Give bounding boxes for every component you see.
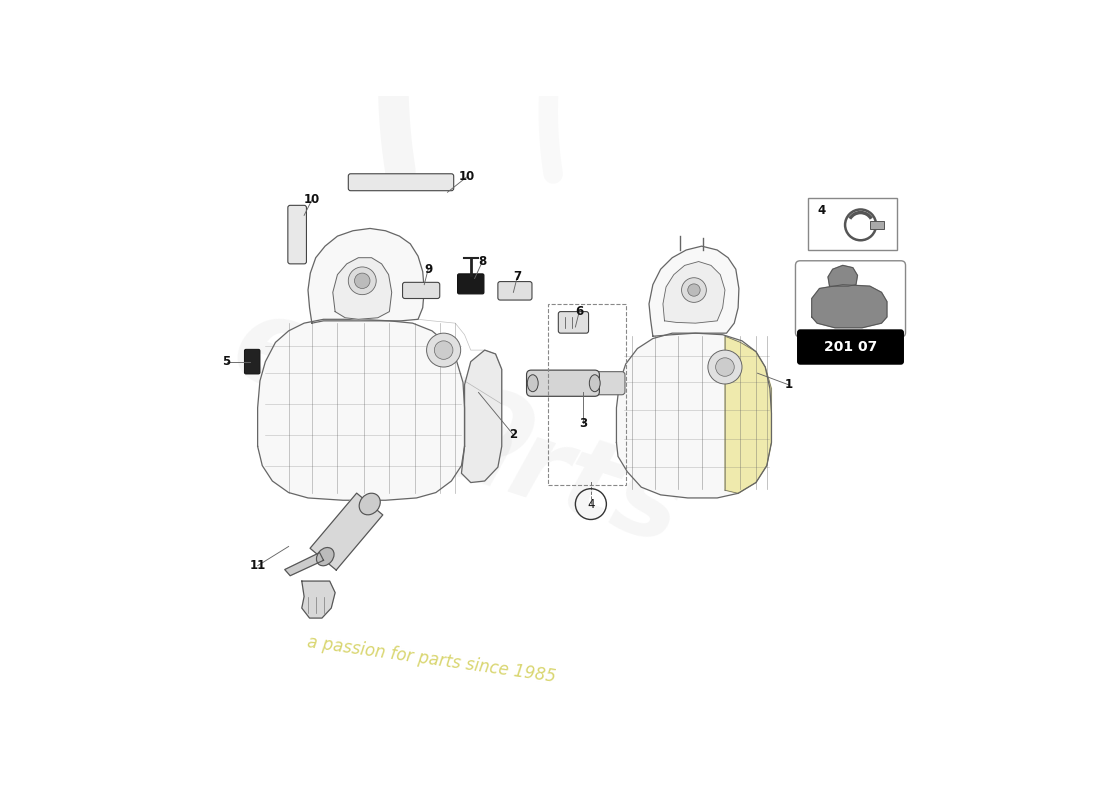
FancyBboxPatch shape	[244, 350, 260, 374]
Circle shape	[682, 278, 706, 302]
Text: 5: 5	[222, 355, 231, 368]
FancyBboxPatch shape	[559, 311, 588, 333]
Circle shape	[354, 273, 370, 289]
Polygon shape	[257, 319, 464, 500]
Circle shape	[349, 267, 376, 294]
Polygon shape	[462, 350, 502, 482]
Circle shape	[427, 333, 461, 367]
Text: 7: 7	[514, 270, 521, 283]
Bar	[807, 198, 896, 250]
Bar	[548, 304, 626, 485]
Ellipse shape	[590, 374, 601, 392]
Text: 4: 4	[817, 204, 825, 218]
Circle shape	[708, 350, 742, 384]
Polygon shape	[333, 258, 392, 319]
Polygon shape	[301, 581, 336, 618]
Text: 9: 9	[424, 262, 432, 276]
Polygon shape	[310, 493, 383, 570]
Text: 1: 1	[784, 378, 793, 391]
Ellipse shape	[527, 374, 538, 392]
Text: 11: 11	[250, 559, 266, 572]
FancyBboxPatch shape	[795, 261, 905, 337]
FancyBboxPatch shape	[403, 282, 440, 298]
Polygon shape	[828, 266, 858, 286]
FancyBboxPatch shape	[288, 206, 307, 264]
FancyBboxPatch shape	[498, 282, 532, 300]
Text: 6: 6	[575, 305, 583, 318]
Text: 10: 10	[459, 170, 475, 183]
Polygon shape	[649, 246, 739, 336]
Circle shape	[688, 284, 701, 296]
Polygon shape	[285, 553, 323, 576]
FancyBboxPatch shape	[527, 370, 600, 396]
Text: 4: 4	[587, 498, 595, 510]
Polygon shape	[308, 229, 425, 323]
Text: Parts: Parts	[354, 365, 695, 566]
Polygon shape	[725, 336, 771, 494]
Text: euro: euro	[218, 285, 553, 493]
Text: a passion for parts since 1985: a passion for parts since 1985	[307, 634, 558, 686]
FancyBboxPatch shape	[458, 274, 484, 294]
Circle shape	[434, 341, 453, 359]
Polygon shape	[616, 333, 771, 498]
Ellipse shape	[360, 494, 381, 515]
Circle shape	[716, 358, 735, 376]
Text: 8: 8	[478, 255, 486, 268]
Text: 2: 2	[509, 428, 517, 442]
FancyBboxPatch shape	[798, 330, 904, 365]
Text: 10: 10	[304, 194, 320, 206]
FancyBboxPatch shape	[349, 174, 453, 190]
Text: 3: 3	[579, 417, 587, 430]
FancyBboxPatch shape	[595, 372, 625, 394]
Polygon shape	[663, 262, 725, 323]
Text: 201 07: 201 07	[824, 340, 877, 354]
FancyBboxPatch shape	[870, 221, 883, 229]
Ellipse shape	[317, 547, 334, 566]
Polygon shape	[812, 285, 887, 328]
